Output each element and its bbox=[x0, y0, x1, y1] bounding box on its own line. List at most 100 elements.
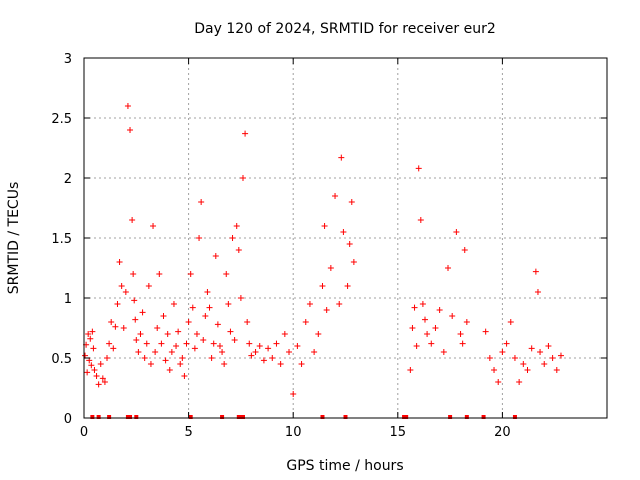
data-point bbox=[340, 229, 347, 235]
axis-marker bbox=[464, 415, 469, 419]
axis-marker bbox=[238, 415, 243, 419]
data-point bbox=[409, 325, 416, 331]
data-point bbox=[114, 301, 121, 307]
y-tick-label: 1.5 bbox=[51, 232, 72, 247]
data-point bbox=[202, 313, 209, 319]
data-point bbox=[99, 375, 106, 382]
data-point bbox=[124, 103, 131, 109]
data-point bbox=[436, 307, 443, 313]
data-point bbox=[206, 304, 213, 311]
data-point bbox=[227, 328, 234, 335]
data-point bbox=[214, 321, 221, 328]
data-point bbox=[187, 271, 194, 277]
data-point bbox=[421, 316, 428, 323]
data-point bbox=[306, 301, 313, 307]
data-point bbox=[545, 343, 552, 349]
axis-marker bbox=[90, 415, 95, 419]
data-point bbox=[332, 193, 339, 199]
data-point bbox=[260, 357, 267, 364]
data-point bbox=[135, 349, 142, 355]
axis-markers bbox=[90, 415, 517, 419]
data-point bbox=[235, 247, 242, 253]
data-point bbox=[131, 297, 138, 304]
data-point bbox=[118, 283, 125, 289]
data-point bbox=[244, 319, 251, 325]
x-tick-label: 0 bbox=[80, 425, 88, 440]
axis-marker bbox=[320, 415, 325, 419]
data-point bbox=[499, 349, 506, 355]
data-point bbox=[216, 343, 223, 349]
data-point bbox=[294, 343, 301, 349]
data-point bbox=[417, 217, 424, 223]
data-point bbox=[511, 355, 518, 361]
data-point bbox=[495, 379, 502, 385]
data-point bbox=[137, 331, 144, 337]
data-point bbox=[181, 373, 188, 379]
data-point bbox=[104, 355, 111, 361]
y-tick-label: 1 bbox=[64, 292, 72, 307]
ticks: 0 5 10 15 20 0 0.5 1 1.5 2 2.5 3 bbox=[51, 52, 607, 440]
data-point bbox=[557, 352, 564, 359]
axis-marker bbox=[188, 415, 193, 419]
data-point bbox=[129, 217, 136, 223]
data-point bbox=[231, 337, 238, 343]
axis-marker bbox=[402, 415, 407, 419]
data-point bbox=[516, 379, 523, 385]
data-point bbox=[549, 355, 556, 361]
data-point bbox=[145, 283, 152, 289]
data-point bbox=[175, 328, 182, 335]
data-point bbox=[449, 313, 456, 319]
data-point bbox=[242, 130, 249, 137]
data-point bbox=[162, 357, 169, 364]
data-point bbox=[440, 349, 447, 355]
data-point bbox=[246, 340, 253, 347]
data-point bbox=[173, 343, 180, 349]
data-point bbox=[432, 325, 439, 331]
data-point bbox=[486, 355, 493, 361]
data-point bbox=[273, 340, 280, 347]
data-point bbox=[461, 247, 468, 253]
data-point bbox=[106, 340, 113, 347]
data-point bbox=[90, 345, 97, 352]
data-point bbox=[212, 253, 219, 259]
data-point bbox=[415, 165, 422, 172]
axis-marker bbox=[236, 415, 241, 419]
data-point bbox=[170, 301, 177, 307]
data-point bbox=[248, 352, 255, 359]
axis-marker bbox=[448, 415, 453, 419]
data-point bbox=[147, 361, 154, 367]
x-tick-label: 10 bbox=[285, 425, 302, 440]
x-tick-label: 5 bbox=[184, 425, 192, 440]
data-point bbox=[290, 391, 297, 397]
data-point bbox=[196, 235, 203, 241]
data-point bbox=[183, 340, 190, 347]
data-point bbox=[164, 331, 171, 337]
data-point bbox=[229, 235, 236, 241]
data-point bbox=[265, 345, 272, 352]
data-point bbox=[85, 331, 92, 337]
data-point bbox=[507, 319, 514, 325]
data-points bbox=[82, 103, 564, 397]
data-point bbox=[407, 367, 414, 373]
data-point bbox=[428, 340, 435, 347]
data-point bbox=[185, 319, 192, 325]
data-point bbox=[158, 340, 165, 347]
y-tick-label: 0.5 bbox=[51, 352, 72, 367]
data-point bbox=[311, 349, 318, 355]
data-point bbox=[110, 345, 117, 352]
data-point bbox=[532, 268, 539, 275]
data-point bbox=[191, 345, 198, 352]
data-point bbox=[277, 361, 284, 367]
data-point bbox=[101, 379, 108, 385]
data-point bbox=[189, 304, 196, 311]
data-point bbox=[223, 271, 230, 277]
data-point bbox=[122, 289, 129, 295]
data-point bbox=[150, 223, 157, 229]
data-point bbox=[141, 355, 148, 361]
data-point bbox=[298, 361, 305, 367]
data-point bbox=[520, 361, 527, 367]
data-point bbox=[112, 323, 119, 330]
chart-title: Day 120 of 2024, SRMTID for receiver eur… bbox=[194, 21, 496, 37]
axis-marker bbox=[107, 415, 112, 419]
